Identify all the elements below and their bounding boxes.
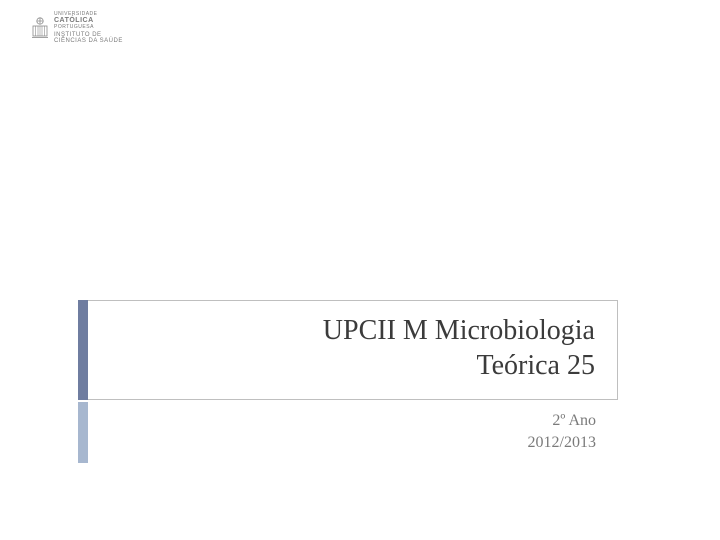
subtitle-content: 2º Ano 2012/2013 [88,402,618,463]
logo-emblem-icon [30,16,50,40]
logo-line-3: PORTUGUESA [54,25,123,30]
title-line-2: Teórica 25 [110,348,595,383]
logo-line-5: CIÊNCIAS DA SAÚDE [54,38,123,44]
title-block: UPCII M Microbiologia Teórica 25 [78,300,618,400]
logo-text-block: UNIVERSIDADE CATÓLICA PORTUGUESA INSTITU… [54,12,123,44]
institution-logo: UNIVERSIDADE CATÓLICA PORTUGUESA INSTITU… [30,12,123,44]
subtitle-line-1: 2º Ano [110,410,596,432]
title-line-1: UPCII M Microbiologia [110,313,595,348]
title-content: UPCII M Microbiologia Teórica 25 [88,300,618,400]
subtitle-accent-bar [78,402,88,463]
title-accent-bar [78,300,88,400]
subtitle-line-2: 2012/2013 [110,432,596,454]
subtitle-block: 2º Ano 2012/2013 [78,402,618,463]
